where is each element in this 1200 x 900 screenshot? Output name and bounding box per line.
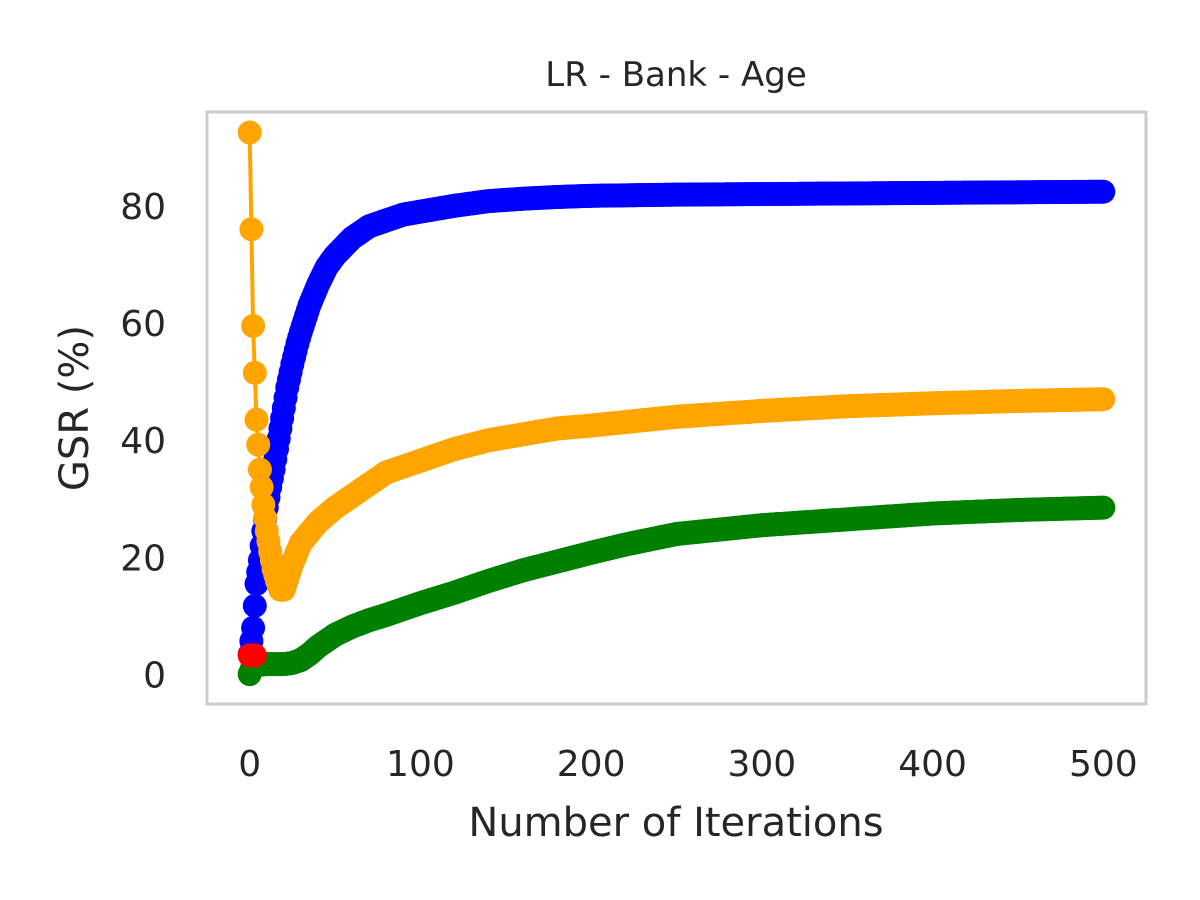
y-tick-label: 60 [120,304,166,345]
series-point [1091,387,1116,412]
series-2 [237,495,1116,687]
x-tick-label: 0 [238,744,261,785]
plot-area-frame [205,110,1148,706]
x-tick-label: 300 [728,744,797,785]
series-point [241,615,266,640]
x-axis-label: Number of Iterations [468,800,883,846]
series-layer [237,120,1116,687]
series-point [246,432,271,457]
x-tick-labels: 0 100 200 300 400 500 [238,744,1137,785]
series-3 [237,643,267,668]
y-axis-label: GSR (%) [52,325,98,491]
x-tick-label: 200 [557,744,626,785]
series-1 [237,120,1116,602]
series-point [242,643,267,668]
y-tick-label: 80 [120,187,166,228]
series-point [242,593,267,618]
series-point [239,217,264,242]
series-point [249,475,274,500]
y-tick-label: 20 [120,538,166,579]
y-tick-label: 40 [120,421,166,462]
y-tick-labels: 0 20 40 60 80 [120,187,166,697]
chart-title: LR - Bank - Age [545,55,807,95]
series-point [247,457,272,482]
series-point [237,120,262,145]
x-tick-label: 400 [898,744,967,785]
x-tick-label: 500 [1069,744,1138,785]
series-point [1091,179,1116,204]
series-point [1091,495,1116,520]
series-point [241,313,266,338]
series-point [242,360,267,385]
y-tick-label: 0 [143,656,166,697]
x-tick-label: 100 [386,744,455,785]
series-point [244,407,269,432]
series-0 [237,179,1116,667]
